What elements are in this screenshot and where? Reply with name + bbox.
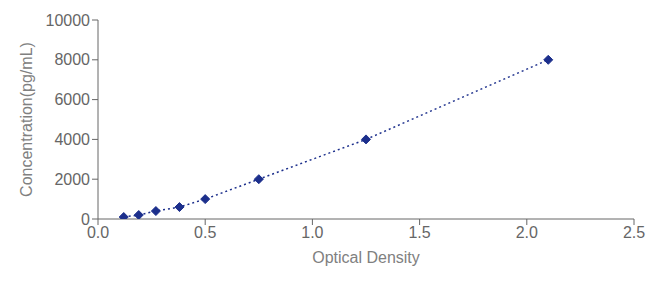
svg-text:Optical Density: Optical Density	[312, 249, 420, 266]
svg-text:Concentration(pg/mL): Concentration(pg/mL)	[18, 42, 35, 197]
svg-text:0.5: 0.5	[194, 224, 216, 241]
svg-text:8000: 8000	[54, 51, 90, 68]
svg-text:2.5: 2.5	[623, 224, 645, 241]
svg-text:2000: 2000	[54, 171, 90, 188]
svg-text:6000: 6000	[54, 91, 90, 108]
svg-text:0: 0	[81, 211, 90, 228]
svg-text:2.0: 2.0	[516, 224, 538, 241]
svg-text:1.0: 1.0	[301, 224, 323, 241]
svg-text:1.5: 1.5	[408, 224, 430, 241]
svg-text:0.0: 0.0	[87, 224, 109, 241]
svg-text:4000: 4000	[54, 131, 90, 148]
svg-text:10000: 10000	[46, 12, 91, 29]
